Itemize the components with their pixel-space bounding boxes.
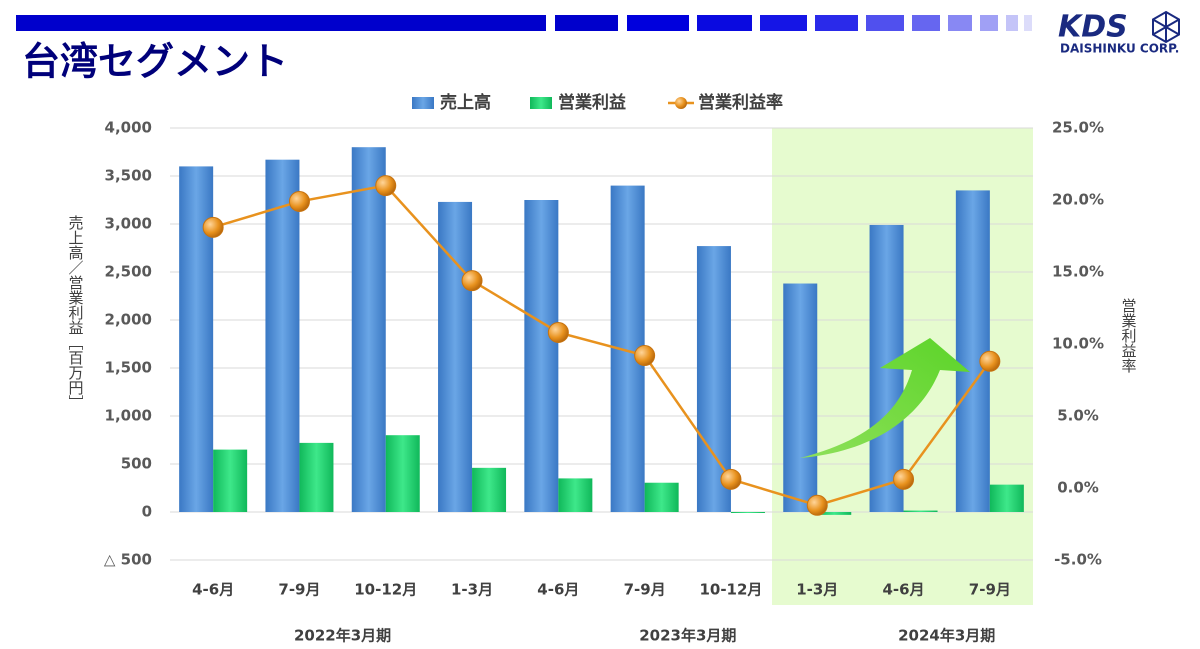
- y2-tick-label: -5.0%: [1054, 551, 1102, 569]
- y-tick-label: 3,000: [105, 215, 152, 233]
- x-group-label: 2022年3月期: [294, 627, 391, 645]
- y2-tick-label: 5.0%: [1057, 407, 1099, 425]
- logo-subtext: DAISHINKU CORP.: [1060, 42, 1179, 56]
- bar: [730, 512, 765, 513]
- bar: [989, 484, 1024, 512]
- x-tick-label: 1-3月: [796, 581, 838, 599]
- logo-emblem: [1152, 10, 1180, 44]
- legend-swatch: [530, 97, 552, 109]
- legend-label: 売上高: [440, 92, 491, 113]
- x-tick-label: 10-12月: [354, 581, 417, 599]
- y-tick-label: △ 500: [104, 551, 152, 569]
- header-stripes: [16, 15, 1032, 31]
- bar: [558, 478, 593, 512]
- line-marker: [806, 494, 828, 516]
- line-marker: [893, 468, 915, 490]
- y2-tick-label: 15.0%: [1052, 263, 1104, 281]
- legend-swatch: [412, 97, 434, 109]
- line-marker: [720, 468, 742, 490]
- line-marker: [979, 350, 1001, 372]
- y2-tick-label: 0.0%: [1057, 479, 1099, 497]
- bar: [903, 510, 938, 512]
- y-tick-label: 500: [121, 455, 152, 473]
- slide-title: 台湾セグメント: [22, 40, 288, 84]
- growth-arrow: [800, 338, 970, 458]
- y-tick-label: 3,500: [105, 167, 152, 185]
- y-tick-label: 2,000: [105, 311, 152, 329]
- bar: [438, 201, 473, 513]
- y-tick-label: 1,000: [105, 407, 152, 425]
- line-marker: [288, 190, 310, 212]
- y-tick-label: 4,000: [105, 119, 152, 137]
- x-tick-label: 7-9月: [278, 581, 320, 599]
- legend-marker: [675, 97, 687, 109]
- bar: [213, 449, 248, 512]
- line-marker: [375, 175, 397, 197]
- y2-tick-label: 10.0%: [1052, 335, 1104, 353]
- bar: [696, 246, 731, 512]
- y-tick-label: 2,500: [105, 263, 152, 281]
- bar: [351, 147, 386, 512]
- legend-label: 営業利益: [558, 92, 626, 113]
- logo: KDS DAISHINKU CORP.: [1058, 10, 1180, 56]
- x-tick-label: 4-6月: [192, 581, 234, 599]
- bar: [385, 435, 420, 512]
- x-tick-label: 10-12月: [699, 581, 762, 599]
- line-marker: [461, 270, 483, 292]
- logo-text: KDS: [1058, 10, 1128, 45]
- x-group-label: 2024年3月期: [898, 627, 995, 645]
- line-marker: [634, 345, 656, 367]
- x-group-label: 2023年3月期: [639, 627, 736, 645]
- x-tick-label: 4-6月: [537, 581, 579, 599]
- bar: [265, 159, 300, 512]
- legend-label: 営業利益率: [698, 92, 783, 113]
- line-marker: [202, 216, 224, 238]
- x-tick-label: 1-3月: [451, 581, 493, 599]
- bar: [524, 200, 559, 512]
- y2-tick-label: 25.0%: [1052, 119, 1104, 137]
- y-tick-label: 0: [142, 503, 152, 521]
- x-tick-label: 7-9月: [624, 581, 666, 599]
- bar: [783, 283, 818, 512]
- bar: [817, 512, 852, 515]
- bar: [472, 467, 507, 512]
- line: [212, 184, 991, 507]
- y-axis-title: 売上高／営業利益［百万円］: [67, 215, 85, 410]
- bar: [955, 190, 990, 512]
- line-marker: [547, 321, 569, 343]
- x-tick-label: 7-9月: [969, 581, 1011, 599]
- y2-axis-title: 営業利益率: [1120, 298, 1138, 373]
- x-tick-label: 4-6月: [882, 581, 924, 599]
- bar: [644, 482, 679, 512]
- y2-tick-label: 20.0%: [1052, 191, 1104, 209]
- bar: [299, 442, 334, 512]
- y-tick-label: 1,500: [105, 359, 152, 377]
